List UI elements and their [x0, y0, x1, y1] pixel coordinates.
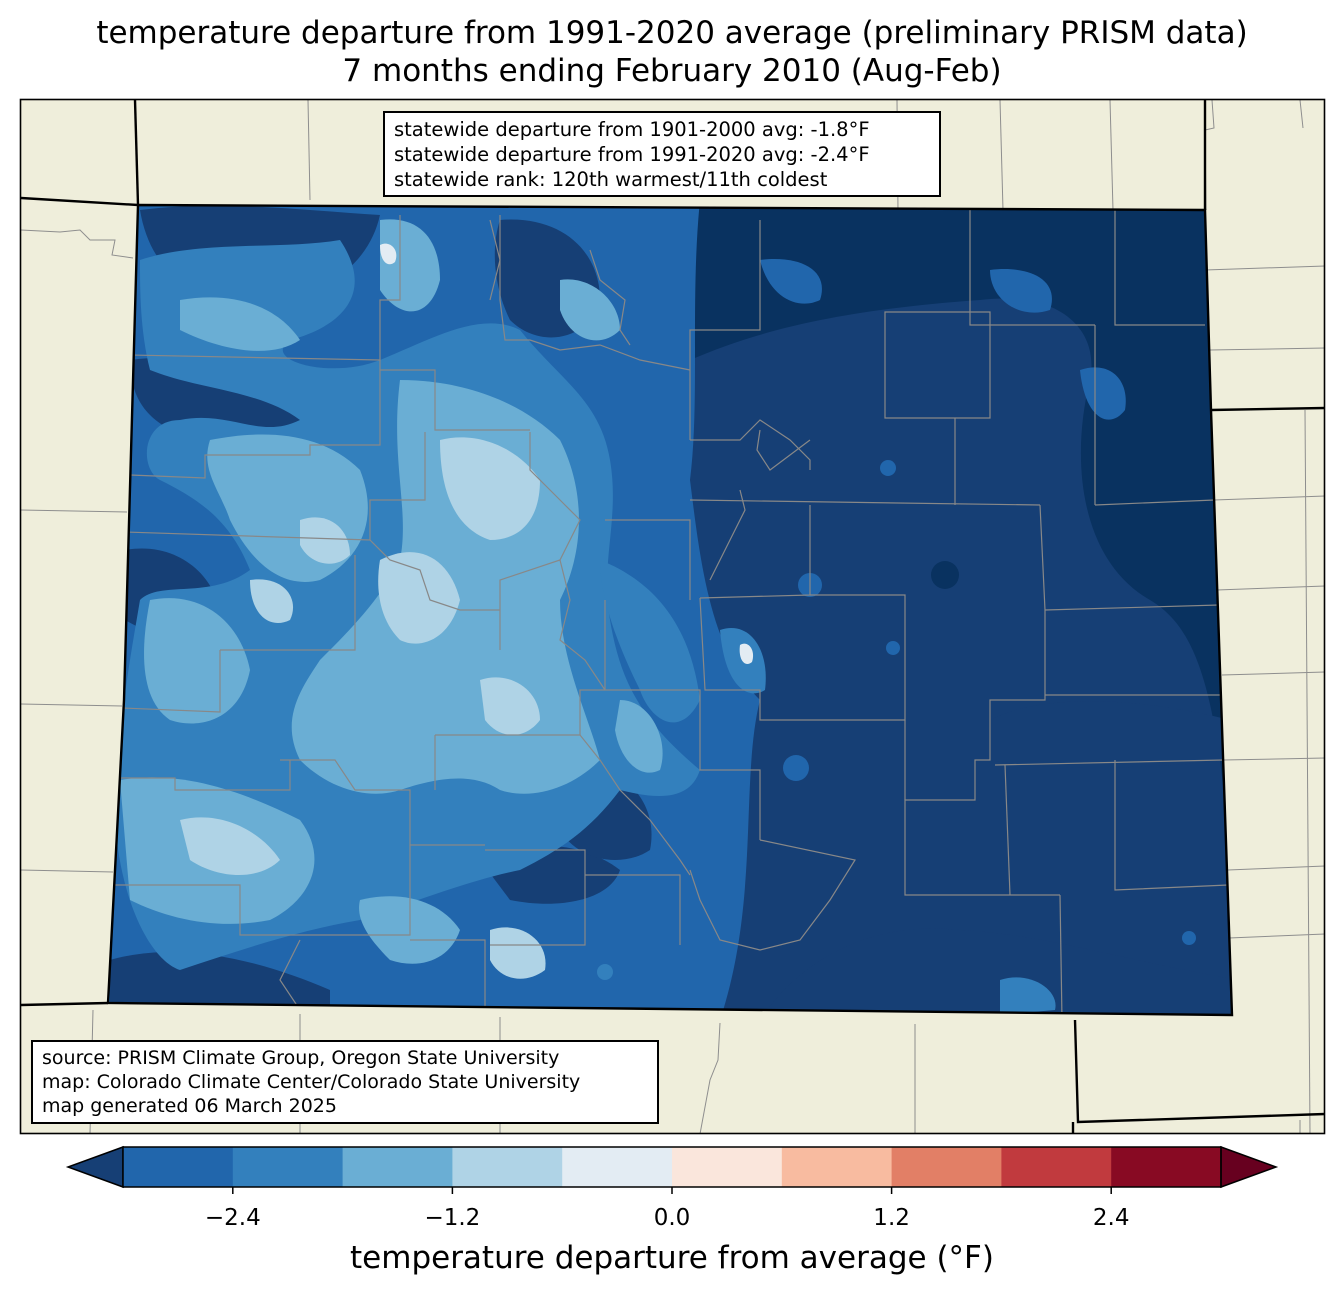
colorbar-tick-label: −1.2 [424, 1205, 481, 1231]
state-boundaries [21, 100, 1325, 1134]
colorbar-bin [1111, 1147, 1222, 1187]
colorbar-tick-label: 2.4 [1092, 1205, 1130, 1231]
map-frame [19, 98, 1326, 1135]
statewide-stats-box: statewide departure from 1901-2000 avg: … [383, 111, 941, 197]
colorbar-tick-label: 1.2 [873, 1205, 910, 1231]
colorbar-label: temperature departure from average (°F) [350, 1240, 994, 1276]
colorbar-bin [232, 1147, 344, 1187]
colorbar-bin [342, 1147, 453, 1187]
colorbar-bin [562, 1147, 673, 1187]
source-credit-box: source: PRISM Climate Group, Oregon Stat… [31, 1040, 659, 1124]
source-line-2: map: Colorado Climate Center/Colorado St… [42, 1071, 581, 1093]
colorbar-bin [452, 1147, 563, 1187]
source-line-1: source: PRISM Climate Group, Oregon Stat… [42, 1047, 560, 1069]
colorbar-extend-low [65, 1145, 124, 1189]
colorbar-bin [123, 1147, 234, 1187]
colorbar-extend-high [1220, 1145, 1279, 1189]
map-title-line-2: 7 months ending February 2010 (Aug-Feb) [342, 53, 1002, 89]
colorbar-bin [672, 1147, 783, 1187]
colorbar-bin [891, 1147, 1002, 1187]
colorbar-bin [1001, 1147, 1112, 1187]
county-boundaries [113, 210, 1229, 1015]
colorbar-bin [781, 1147, 893, 1187]
colorbar [65, 1145, 1279, 1194]
stats-line-1: statewide departure from 1901-2000 avg: … [394, 118, 870, 141]
stats-line-2: statewide departure from 1991-2020 avg: … [394, 143, 870, 166]
colorbar-tick-label: −2.4 [204, 1205, 261, 1231]
stats-line-3: statewide rank: 120th warmest/11th colde… [394, 168, 828, 191]
colorbar-tick-label: 0.0 [653, 1205, 691, 1231]
temperature-field [108, 205, 1232, 1015]
source-line-3: map generated 06 March 2025 [42, 1095, 337, 1117]
map-title-line-1: temperature departure from 1991-2020 ave… [96, 15, 1248, 51]
